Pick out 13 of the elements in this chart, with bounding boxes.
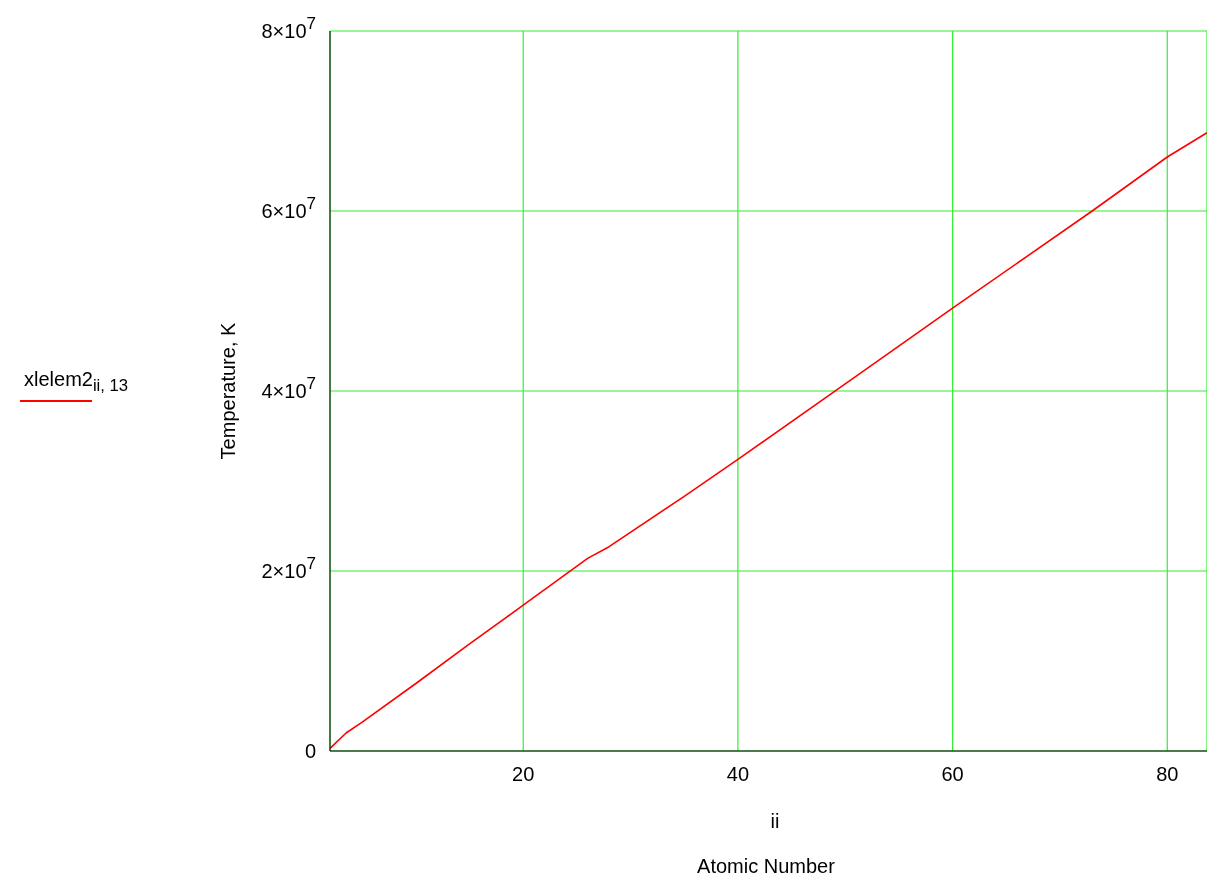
y-axis-title: Temperature, K: [217, 321, 240, 460]
y-tick-label: 2×10$^{7}$: [261, 553, 316, 582]
x-tick-label: 20: [512, 763, 535, 786]
x-axis-title: ii: [770, 810, 780, 833]
x-tick-label: 40: [726, 763, 750, 786]
y-tick-label: 0: [304, 740, 316, 762]
y-tick-label: 4×10$^{7}$: [261, 373, 316, 402]
text: Atomic Number: [697, 855, 835, 878]
text: xlelem2$_{ii, 13}$: [24, 368, 129, 396]
y-tick-label: 8×10$^{7}$: [261, 13, 316, 42]
x-tick-label: 60: [941, 763, 964, 786]
x-tick-label: 80: [1156, 763, 1179, 786]
y-tick-label: 6×10$^{7}$: [261, 193, 316, 222]
